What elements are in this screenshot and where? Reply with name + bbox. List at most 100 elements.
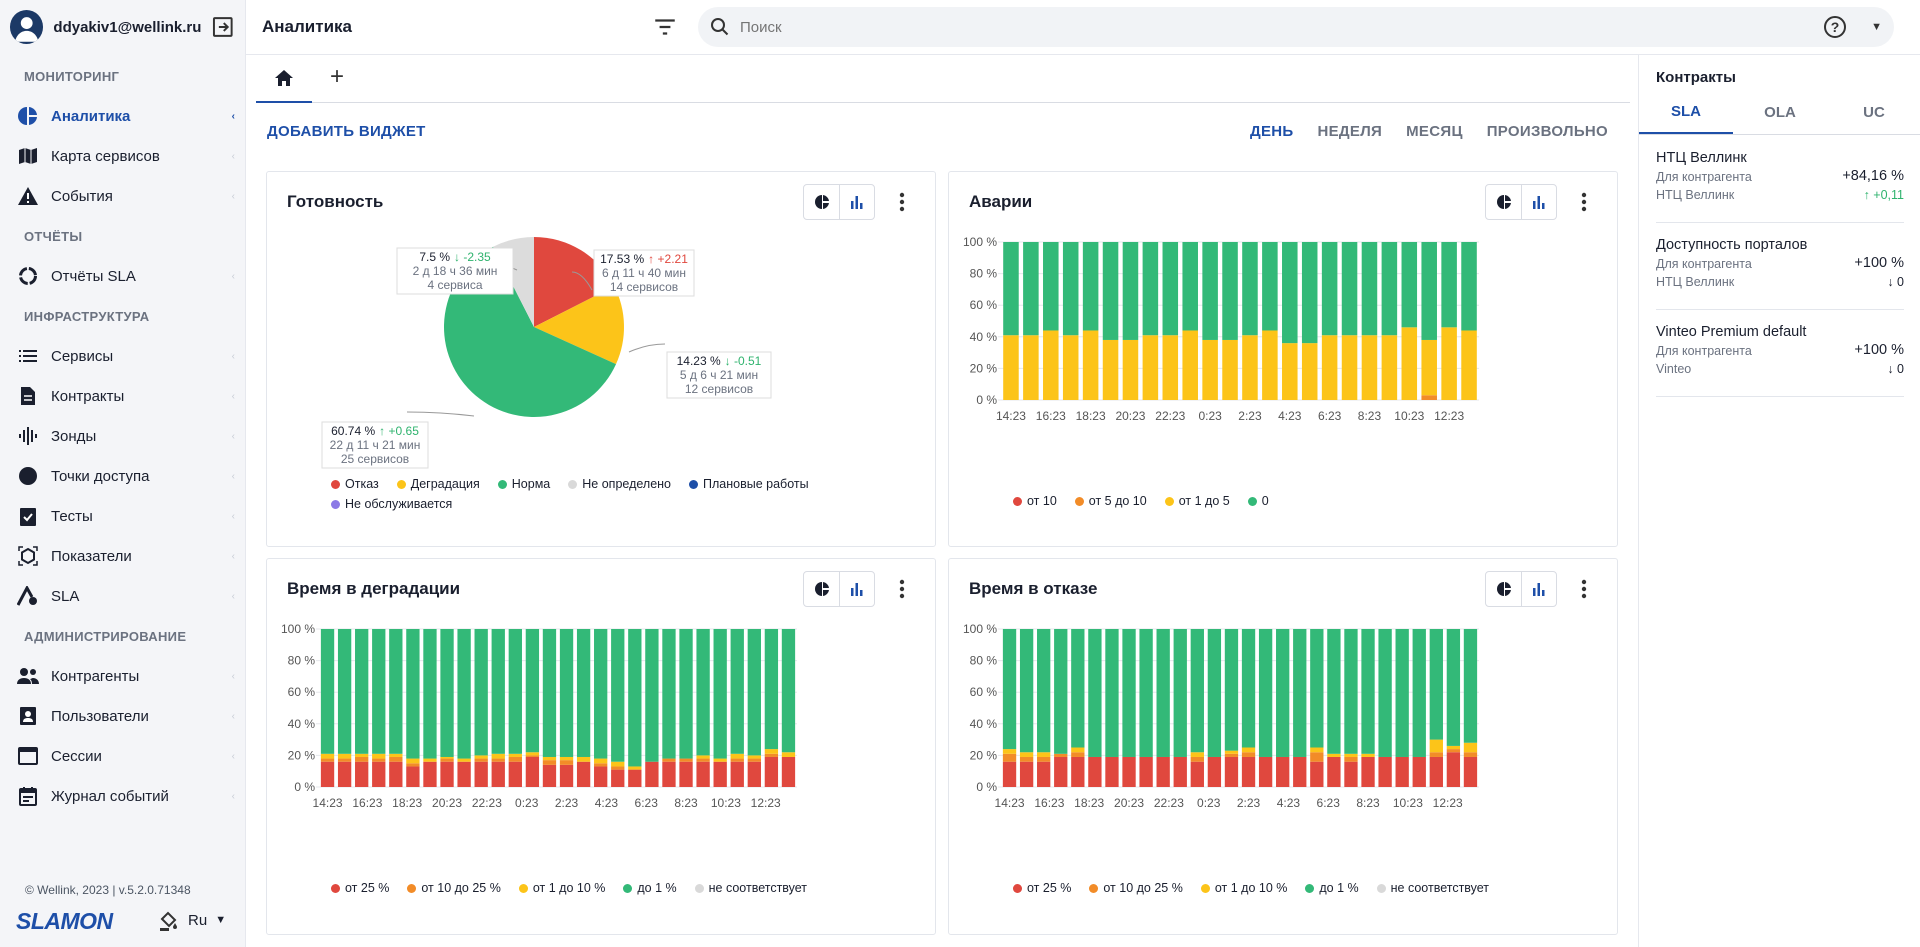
bar-segment[interactable] bbox=[372, 761, 386, 787]
bar-segment[interactable] bbox=[389, 629, 403, 754]
bar-segment[interactable] bbox=[1142, 335, 1159, 400]
bar-segment[interactable] bbox=[1037, 752, 1051, 757]
bar-segment[interactable] bbox=[406, 763, 420, 767]
bar-segment[interactable] bbox=[1082, 242, 1099, 331]
bar-segment[interactable] bbox=[1202, 242, 1218, 340]
bar-segment[interactable] bbox=[747, 761, 761, 787]
bar-segment[interactable] bbox=[1412, 629, 1426, 757]
bar-segment[interactable] bbox=[1207, 629, 1222, 757]
legend-item[interactable]: до 1 % bbox=[623, 881, 677, 895]
pie-view-button[interactable] bbox=[804, 572, 839, 606]
bar-segment[interactable] bbox=[1361, 242, 1378, 336]
bar-segment[interactable] bbox=[440, 758, 454, 762]
bar-segment[interactable] bbox=[1276, 629, 1290, 757]
bar-segment[interactable] bbox=[474, 755, 488, 759]
bar-segment[interactable] bbox=[1002, 629, 1017, 750]
bar-segment[interactable] bbox=[1173, 756, 1187, 787]
legend-item[interactable]: от 10 до 25 % bbox=[407, 881, 501, 895]
bar-segment[interactable] bbox=[1310, 747, 1324, 753]
bar-segment[interactable] bbox=[1421, 395, 1437, 400]
bar-segment[interactable] bbox=[696, 761, 710, 787]
bar-segment[interactable] bbox=[764, 629, 779, 750]
bar-segment[interactable] bbox=[457, 758, 471, 762]
sidebar-item[interactable]: Аналитика ‹ bbox=[0, 96, 245, 136]
bar-segment[interactable] bbox=[1344, 753, 1358, 757]
bar-segment[interactable] bbox=[320, 629, 335, 754]
bar-segment[interactable] bbox=[1262, 330, 1278, 400]
sidebar-item[interactable]: Пользователи ‹ bbox=[0, 696, 245, 736]
bar-segment[interactable] bbox=[1293, 756, 1307, 787]
sidebar-item[interactable]: События ‹ bbox=[0, 176, 245, 216]
bar-segment[interactable] bbox=[355, 756, 369, 762]
pie-slice[interactable] bbox=[534, 286, 624, 365]
bar-segment[interactable] bbox=[1344, 756, 1358, 762]
bar-segment[interactable] bbox=[1190, 629, 1204, 753]
bar-segment[interactable] bbox=[1461, 242, 1477, 331]
bar-segment[interactable] bbox=[1262, 242, 1278, 331]
bar-segment[interactable] bbox=[1378, 629, 1392, 757]
bar-segment[interactable] bbox=[747, 755, 761, 759]
bar-segment[interactable] bbox=[679, 629, 693, 759]
bar-segment[interactable] bbox=[645, 629, 659, 762]
bar-segment[interactable] bbox=[1190, 756, 1204, 762]
sidebar-item[interactable]: SLA ‹ bbox=[0, 576, 245, 616]
tab-home[interactable] bbox=[256, 55, 312, 103]
bar-segment[interactable] bbox=[1037, 756, 1051, 762]
bar-segment[interactable] bbox=[1142, 242, 1159, 336]
legend-item[interactable]: 0 bbox=[1247, 494, 1269, 508]
bar-view-button[interactable] bbox=[839, 185, 874, 219]
period-option[interactable]: МЕСЯЦ bbox=[1406, 123, 1463, 140]
bar-segment[interactable] bbox=[764, 756, 779, 787]
bar-segment[interactable] bbox=[406, 766, 420, 787]
legend-item[interactable]: Не определено bbox=[568, 477, 671, 491]
sidebar-item[interactable]: Контракты ‹ bbox=[0, 376, 245, 416]
legend-item[interactable]: от 1 до 10 % bbox=[518, 881, 605, 895]
bar-segment[interactable] bbox=[611, 766, 625, 770]
bar-segment[interactable] bbox=[423, 629, 437, 759]
bar-segment[interactable] bbox=[1224, 750, 1239, 754]
bar-segment[interactable] bbox=[1054, 753, 1068, 757]
bar-segment[interactable] bbox=[1327, 629, 1341, 754]
bar-segment[interactable] bbox=[679, 758, 693, 762]
bar-segment[interactable] bbox=[764, 749, 779, 754]
period-option[interactable]: ПРОИЗВОЛЬНО bbox=[1486, 123, 1608, 140]
help-icon[interactable]: ? bbox=[1823, 15, 1847, 39]
bar-segment[interactable] bbox=[1441, 242, 1457, 328]
bar-segment[interactable] bbox=[713, 761, 727, 787]
bar-segment[interactable] bbox=[1429, 756, 1443, 787]
bar-segment[interactable] bbox=[1282, 343, 1298, 400]
bar-segment[interactable] bbox=[1190, 761, 1204, 787]
bar-segment[interactable] bbox=[628, 769, 642, 787]
pie-view-button[interactable] bbox=[1486, 185, 1521, 219]
search-bar[interactable]: ? ▼ bbox=[698, 7, 1894, 47]
bar-segment[interactable] bbox=[1381, 335, 1398, 400]
bar-segment[interactable] bbox=[1156, 629, 1170, 757]
bar-segment[interactable] bbox=[1222, 242, 1238, 340]
bar-segment[interactable] bbox=[1156, 756, 1170, 787]
add-widget-button[interactable]: ДОБАВИТЬ ВИДЖЕТ bbox=[267, 123, 426, 140]
bar-segment[interactable] bbox=[423, 758, 437, 762]
bar-segment[interactable] bbox=[1023, 242, 1039, 336]
bar-segment[interactable] bbox=[1019, 752, 1034, 757]
bar-segment[interactable] bbox=[1381, 242, 1398, 336]
bar-segment[interactable] bbox=[1071, 756, 1085, 787]
sidebar-item[interactable]: Сессии ‹ bbox=[0, 736, 245, 776]
bar-segment[interactable] bbox=[628, 629, 642, 767]
contract-item[interactable]: НТЦ Веллинк Для контрагента НТЦ Веллинк +84… bbox=[1656, 136, 1904, 223]
bar-segment[interactable] bbox=[781, 756, 796, 787]
bar-segment[interactable] bbox=[730, 758, 744, 762]
contracts-tab[interactable]: UC bbox=[1863, 104, 1885, 121]
bar-segment[interactable] bbox=[1182, 242, 1198, 331]
bar-segment[interactable] bbox=[594, 629, 608, 759]
bar-segment[interactable] bbox=[1088, 629, 1102, 757]
bar-segment[interactable] bbox=[1241, 629, 1256, 748]
bar-segment[interactable] bbox=[1241, 747, 1256, 753]
bar-segment[interactable] bbox=[1037, 761, 1051, 787]
bar-segment[interactable] bbox=[594, 758, 608, 764]
sidebar-item[interactable]: Показатели ‹ bbox=[0, 536, 245, 576]
bar-segment[interactable] bbox=[320, 761, 335, 787]
bar-segment[interactable] bbox=[389, 753, 403, 757]
bar-segment[interactable] bbox=[1139, 629, 1153, 757]
bar-segment[interactable] bbox=[559, 764, 574, 787]
bar-segment[interactable] bbox=[730, 761, 744, 787]
